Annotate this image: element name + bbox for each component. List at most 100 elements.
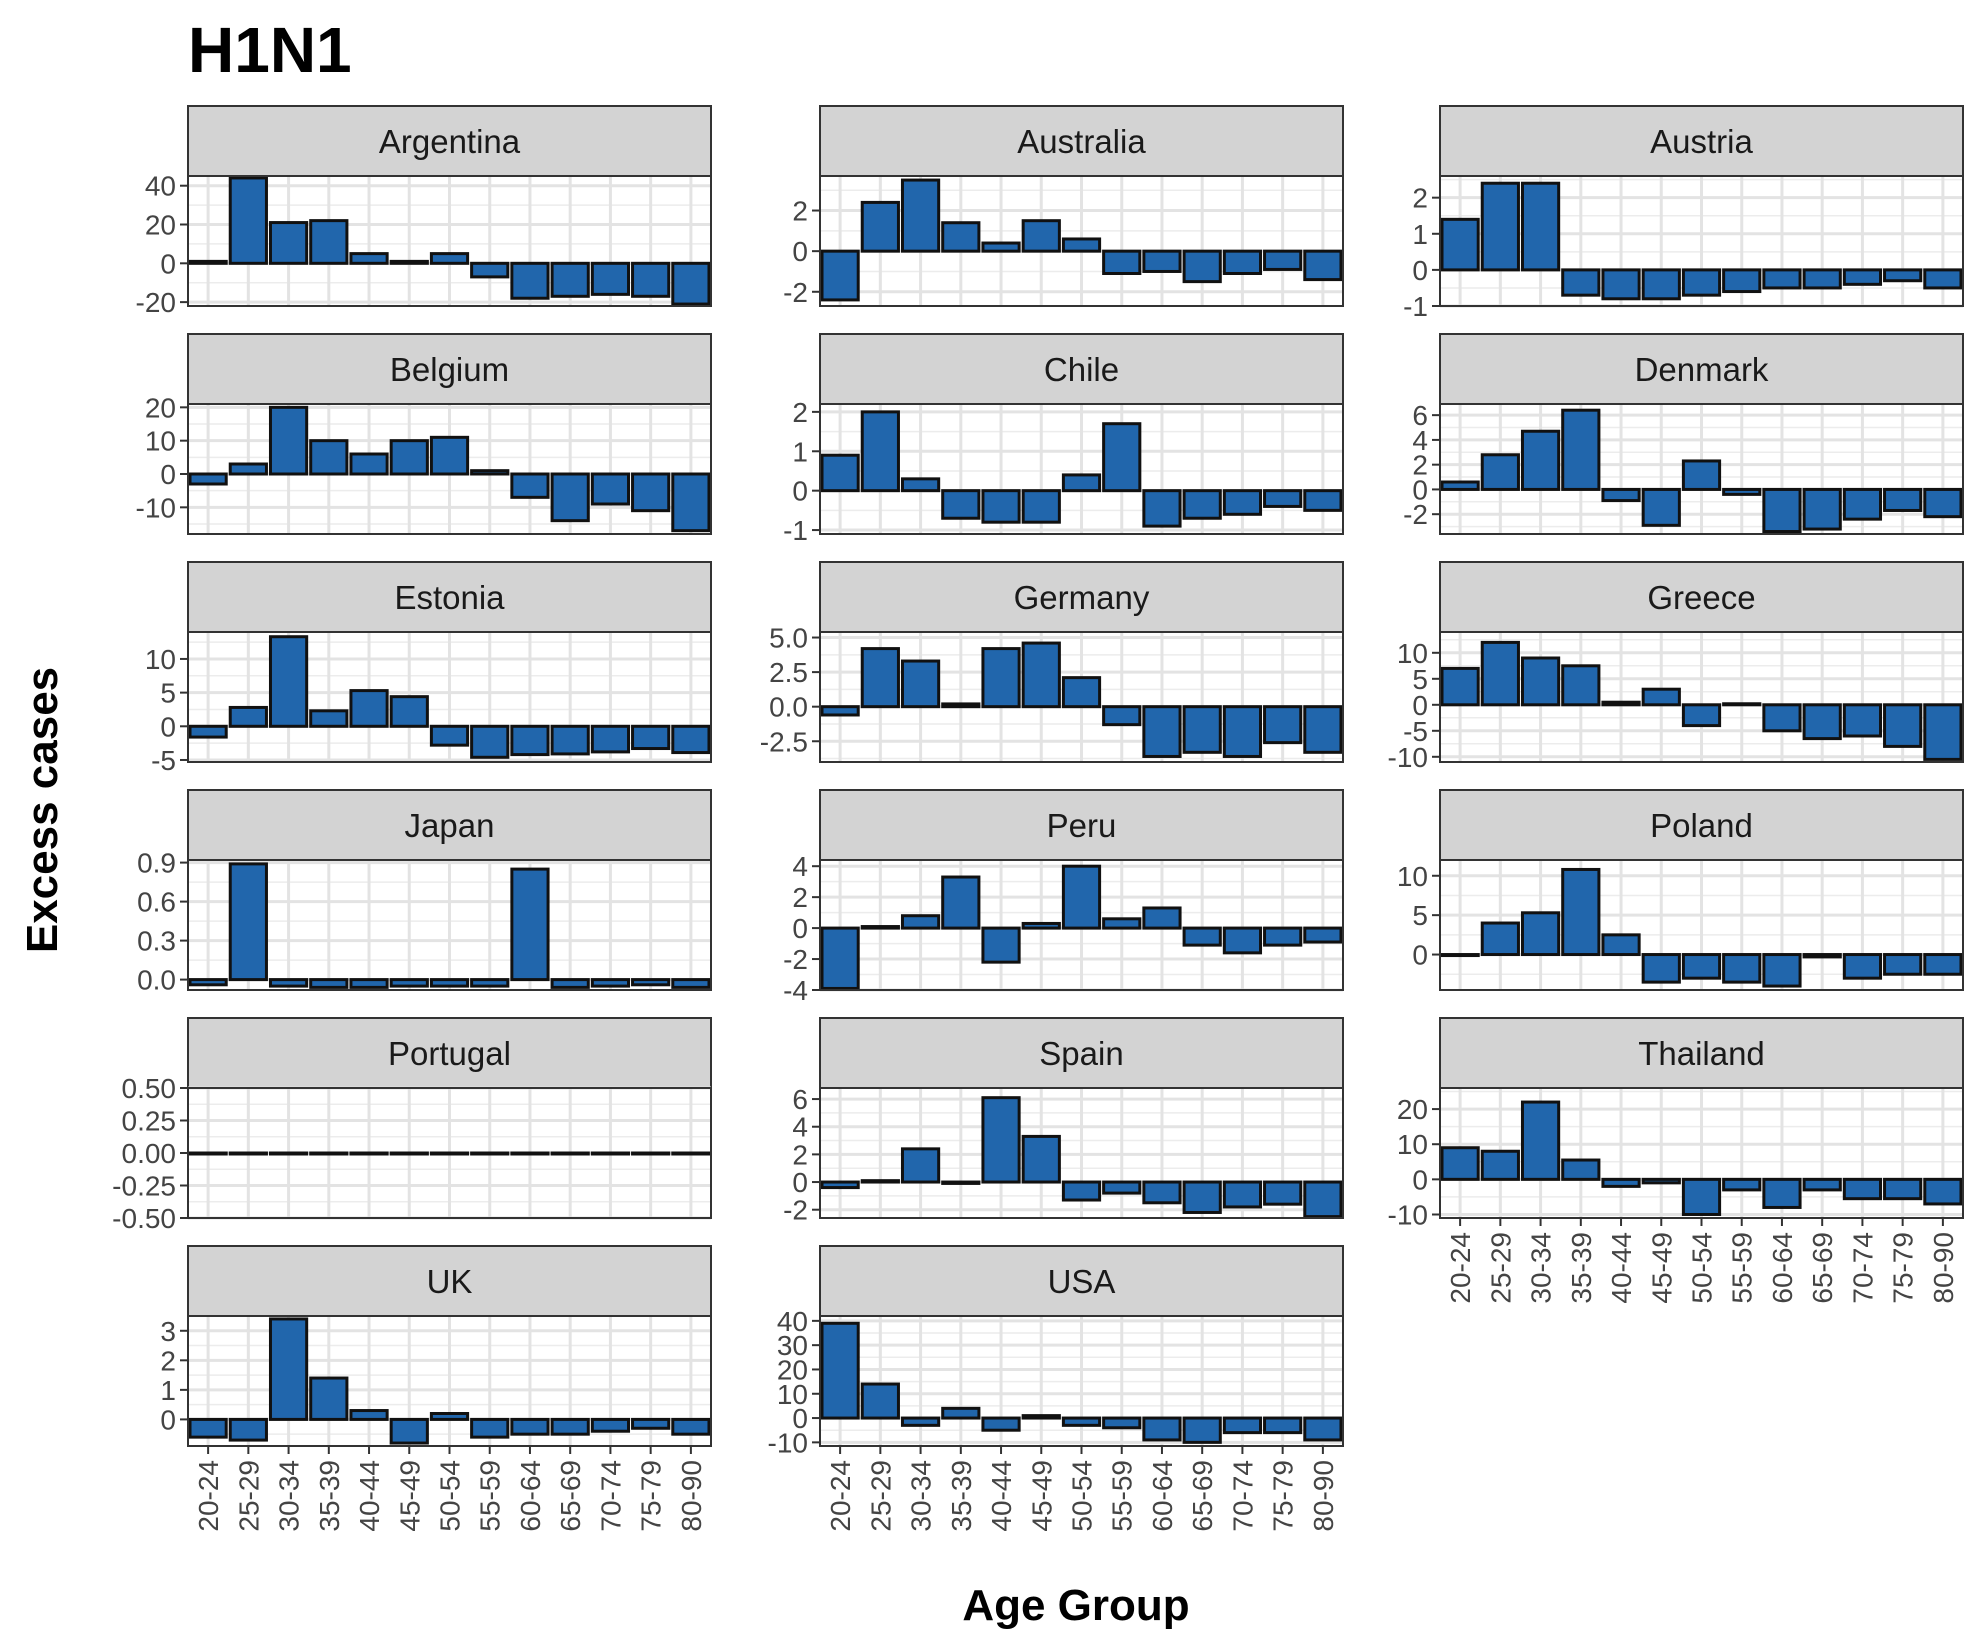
bar-greece-60-64 [1762,703,1802,733]
bar-greece-45-49 [1641,687,1681,707]
strip-label-australia: Australia [1017,123,1146,160]
bar-poland-45-49 [1641,953,1681,984]
bar-spain-50-54 [1061,1180,1102,1202]
bar-japan-45-49 [389,978,429,988]
bar-uk-65-69 [550,1417,590,1436]
panel-japan: Japan 0.9 0.6 0.3 0.0 [137,789,712,996]
y-tick-label: -2 [1403,499,1428,530]
y-tick-label: 2 [792,397,808,428]
bar-spain-55-59 [1102,1180,1142,1195]
y-tick-label: 0 [1412,940,1428,971]
bar-portugal-20-24 [188,1151,228,1156]
bar-denmark-45-49 [1641,487,1681,527]
strip-label-usa: USA [1048,1263,1116,1300]
x-tick-label: 20-24 [1445,1232,1476,1304]
bar-greece-25-29 [1480,640,1520,707]
bar-greece-55-59 [1722,702,1762,707]
bar-thailand-50-54 [1681,1177,1722,1216]
bar-peru-25-29 [860,925,900,930]
bar-denmark-55-59 [1722,487,1762,496]
x-tick-label: 55-59 [475,1460,506,1532]
bar-portugal-55-59 [470,1151,510,1156]
x-tick-label: 45-49 [1646,1232,1677,1304]
bar-spain-25-29 [860,1179,900,1184]
strip-germany [819,561,1344,633]
bar-denmark-80-90 [1923,487,1963,519]
panel-portugal: Portugal 0.500.250.00-0.25-0.50 [112,1017,712,1234]
bar-australia-65-69 [1182,249,1222,284]
bar-belgium-70-74 [590,472,631,506]
bar-australia-40-44 [981,241,1021,253]
bar-belgium-80-90 [671,472,711,533]
bar-greece-75-79 [1883,703,1923,748]
bar-poland-50-54 [1681,953,1722,980]
bar-peru-80-90 [1303,926,1343,944]
bar-austria-50-54 [1681,268,1722,297]
x-tick-label: 60-64 [1767,1232,1798,1304]
y-tick-label: 20 [1397,1094,1428,1125]
bar-chile-25-29 [860,410,900,493]
panel-border-belgium [187,403,712,535]
bar-australia-30-34 [900,178,941,253]
bar-usa-65-69 [1182,1416,1222,1444]
bar-argentina-80-90 [671,261,711,306]
bar-peru-50-54 [1061,864,1102,930]
x-axis-label: Age Group [962,1581,1189,1630]
y-tick-label: -1 [1403,291,1428,322]
bar-germany-70-74 [1222,705,1263,758]
x-tick-label: 80-90 [1308,1460,1339,1532]
strip-label-belgium: Belgium [390,351,509,388]
bar-japan-50-54 [429,978,470,988]
panel-germany: Germany 5.02.5 0.0-2.5 [760,561,1344,763]
bar-estonia-45-49 [389,695,429,728]
panel-border-australia [819,175,1344,307]
bar-austria-35-39 [1561,268,1601,297]
bar-australia-45-49 [1021,219,1061,253]
x-tick-label: 70-74 [1227,1460,1258,1532]
bar-thailand-60-64 [1762,1177,1802,1209]
strip-label-greece: Greece [1647,579,1755,616]
y-tick-label: 0.6 [137,887,176,918]
bar-greece-30-34 [1520,656,1561,707]
bar-japan-70-74 [590,978,631,988]
bar-thailand-80-90 [1923,1177,1963,1206]
bar-uk-55-59 [470,1417,510,1439]
bar-denmark-65-69 [1802,487,1842,531]
panel-border-greece [1439,631,1964,763]
bar-usa-55-59 [1102,1416,1142,1430]
bar-uk-30-34 [268,1317,309,1421]
y-tick-label: 2 [160,1345,176,1376]
bar-austria-55-59 [1722,268,1762,294]
strip-argentina [187,105,712,177]
y-tick-label: -5 [1403,716,1428,747]
bar-poland-60-64 [1762,953,1802,988]
bar-spain-65-69 [1182,1180,1222,1214]
bar-chile-35-39 [941,489,981,520]
bar-belgium-30-34 [268,405,309,476]
bar-belgium-75-79 [631,472,671,513]
bar-australia-20-24 [820,249,860,302]
bar-portugal-45-49 [389,1151,429,1156]
bar-argentina-25-29 [228,176,268,265]
bar-belgium-25-29 [228,462,268,476]
y-tick-label: 30 [777,1330,808,1361]
y-tick-label: 0 [160,248,176,279]
x-tick-label: 70-74 [595,1460,626,1532]
x-tick-label: 40-44 [1606,1232,1637,1304]
bar-denmark-40-44 [1601,487,1641,503]
panel-border-chile [819,403,1344,535]
y-tick-label: 3 [160,1316,176,1347]
bar-spain-40-44 [981,1096,1021,1184]
y-tick-label: 4 [1412,425,1428,456]
y-tick-label: 0.0 [137,965,176,996]
bar-australia-25-29 [860,200,900,253]
bar-denmark-35-39 [1561,408,1601,491]
bar-usa-80-90 [1303,1416,1343,1442]
bar-argentina-75-79 [631,261,671,298]
x-tick-label: 75-79 [1888,1232,1919,1304]
bar-portugal-35-39 [309,1151,349,1156]
y-tick-label: -4 [783,975,808,1006]
x-tick-label: 55-59 [1107,1460,1138,1532]
